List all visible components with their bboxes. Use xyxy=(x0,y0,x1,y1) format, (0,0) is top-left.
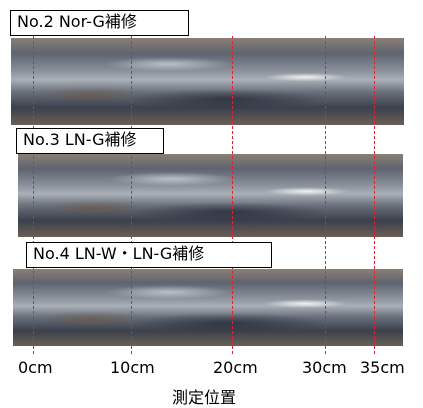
pipe-photo-no2 xyxy=(11,38,404,125)
panel-label-no2: No.2 Nor-G補修 xyxy=(10,10,189,36)
tick-label-35cm: 35cm xyxy=(360,358,405,377)
panel-label-no4: No.4 LN-W・LN-G補修 xyxy=(26,242,272,268)
marker-line-20cm xyxy=(232,36,233,354)
panel-label-no3: No.3 LN-G補修 xyxy=(16,128,164,154)
tick-label-10cm: 10cm xyxy=(110,358,155,377)
pipe-photo-no3 xyxy=(18,154,403,237)
marker-line-30cm xyxy=(325,36,326,354)
marker-line-35cm xyxy=(374,36,375,354)
tick-label-0cm: 0cm xyxy=(18,358,53,377)
tick-label-30cm: 30cm xyxy=(302,358,347,377)
pipe-photo-no4 xyxy=(13,269,403,346)
marker-line-0cm xyxy=(33,36,34,354)
marker-line-10cm xyxy=(131,36,132,354)
axis-title: 測定位置 xyxy=(172,388,237,407)
tick-label-20cm: 20cm xyxy=(213,358,258,377)
